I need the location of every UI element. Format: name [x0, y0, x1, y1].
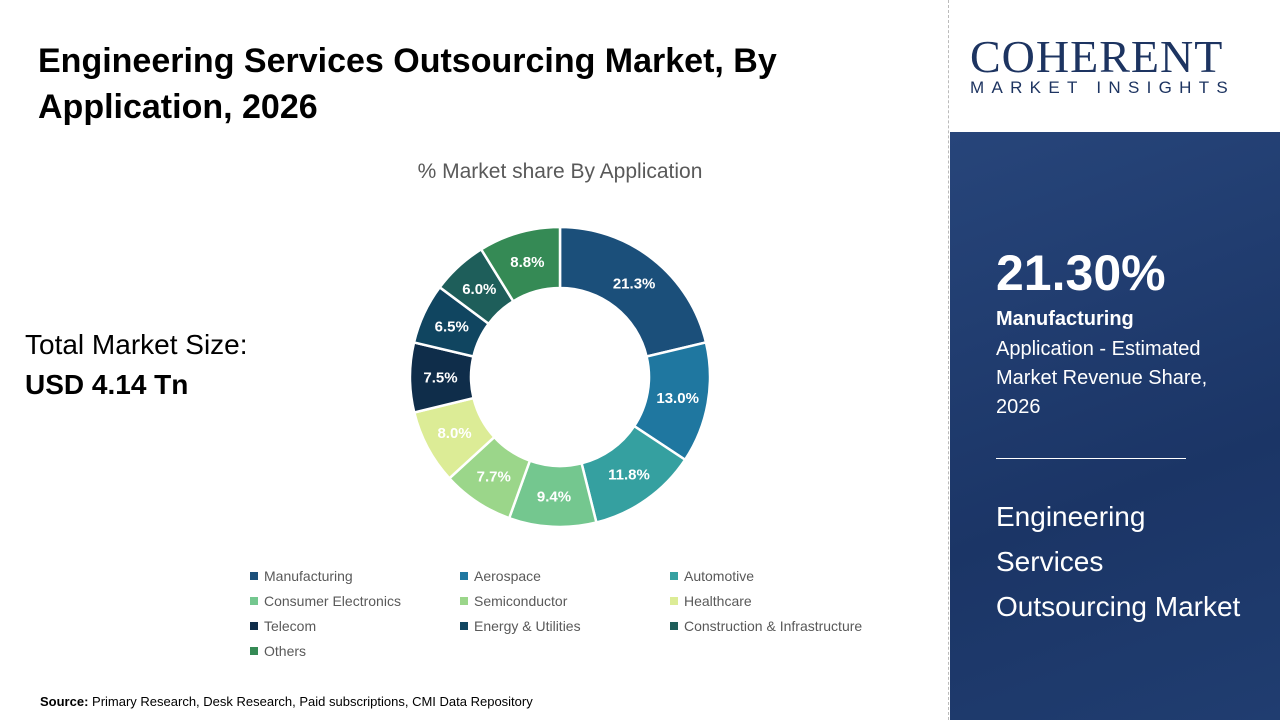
data-label: 7.7%	[477, 468, 511, 485]
source-note: Source: Primary Research, Desk Research,…	[40, 694, 533, 709]
legend-item: Automotive	[670, 568, 900, 584]
highlight-percent: 21.30%	[996, 245, 1166, 301]
legend-swatch	[250, 622, 258, 630]
legend-label: Semiconductor	[474, 593, 568, 609]
market-name: Engineering Services Outsourcing Market	[996, 501, 1241, 622]
highlight-description: Application - Estimated Market Revenue S…	[996, 338, 1208, 418]
legend: Manufacturing Aerospace Automotive Consumer…	[250, 568, 900, 659]
legend-swatch	[250, 597, 258, 605]
logo-wordmark: COHERENT	[970, 31, 1224, 82]
slice-others	[479, 225, 562, 303]
legend-item: Others	[250, 643, 460, 659]
legend-label: Healthcare	[684, 593, 752, 609]
data-label: 8.8%	[510, 254, 544, 271]
legend-item: Construction & Infrastructure	[670, 618, 900, 634]
legend-swatch	[460, 622, 468, 630]
legend-label: Consumer Electronics	[264, 593, 401, 609]
source-label: Source:	[40, 694, 89, 709]
legend-label: Construction & Infrastructure	[684, 618, 863, 634]
legend-swatch	[670, 622, 678, 630]
panel-divider	[996, 458, 1186, 459]
legend-label: Automotive	[684, 568, 755, 584]
legend-label: Energy & Utilities	[474, 618, 581, 634]
data-label: 21.3%	[613, 275, 656, 292]
legend-swatch	[250, 572, 258, 580]
source-text: Primary Research, Desk Research, Paid su…	[88, 694, 533, 709]
legend-item: Energy & Utilities	[460, 618, 670, 634]
total-market-value: USD 4.14 Tn	[25, 369, 189, 400]
divider	[948, 0, 949, 720]
legend-label: Telecom	[264, 618, 317, 634]
data-label: 13.0%	[656, 390, 699, 407]
page-title: Engineering Services Outsourcing Market,…	[38, 42, 777, 126]
legend-label: Manufacturing	[264, 568, 353, 584]
logo-tagline: MARKET INSIGHTS	[970, 78, 1236, 97]
data-label: 7.5%	[423, 369, 457, 386]
data-label: 6.0%	[462, 281, 496, 298]
data-label: 11.8%	[608, 467, 650, 484]
data-label: 6.5%	[435, 318, 469, 335]
legend-swatch	[250, 647, 258, 655]
legend-item: Healthcare	[670, 593, 900, 609]
total-market-label: Total Market Size:	[25, 329, 248, 360]
legend-item: Consumer Electronics	[250, 593, 460, 609]
highlight-segment: Manufacturing	[996, 308, 1134, 330]
legend-swatch	[460, 572, 468, 580]
data-label: 8.0%	[437, 425, 471, 442]
total-market-size: Total Market Size: USD 4.14 Tn	[25, 325, 248, 405]
legend-item: Semiconductor	[460, 593, 670, 609]
legend-item: Manufacturing	[250, 568, 460, 584]
donut-chart: 21.3% 13.0% 11.8% 9.4% 7.7% 8.0% 7.5% 6.5% 6.0% 8…	[408, 225, 712, 529]
legend-item: Aerospace	[460, 568, 670, 584]
legend-label: Others	[264, 643, 307, 659]
legend-swatch	[670, 572, 678, 580]
highlight-panel: 21.30% Manufacturing Application - Estim…	[950, 132, 1280, 720]
legend-swatch	[460, 597, 468, 605]
chart-title: % Market share By Application	[417, 160, 703, 183]
data-label: 9.4%	[537, 488, 571, 505]
logo: COHERENT MARKET INSIGHTS	[950, 0, 1280, 132]
legend-swatch	[670, 597, 678, 605]
legend-item: Telecom	[250, 618, 460, 634]
legend-label: Aerospace	[474, 568, 541, 584]
